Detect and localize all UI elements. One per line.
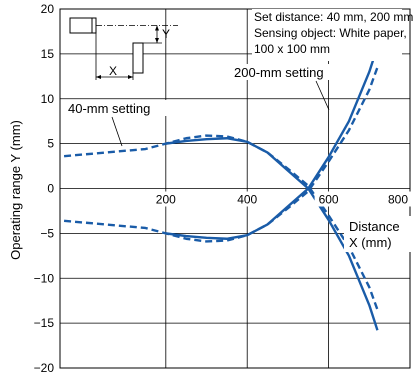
y-tick-label: 15 <box>41 47 55 61</box>
label-200-background <box>232 64 344 80</box>
y-tick-label: 5 <box>47 137 54 151</box>
sensor-diagram: X Y <box>69 17 178 80</box>
conditions-line-3: 100 x 100 mm <box>254 42 330 56</box>
series-line-200mm-upper <box>165 137 379 331</box>
sensing-object-icon <box>132 42 144 74</box>
conditions-background <box>252 9 402 61</box>
x-tick-background <box>151 191 180 207</box>
x-tick-background <box>314 191 343 207</box>
y-tick-label: 10 <box>41 92 55 106</box>
x-tick-label: 400 <box>237 193 257 207</box>
x-tick-background <box>384 191 412 207</box>
series-line-200mm-lower <box>165 46 379 240</box>
series-label-200mm: 200-mm setting <box>234 65 324 80</box>
conditions-line-2: Sensing object: White paper, <box>254 26 407 40</box>
series-layer <box>63 46 379 331</box>
x-tick-background <box>233 191 262 207</box>
tick-labels: 20 15 10 5 0 −5 −10 −15 −20 200 400 600 800 <box>34 2 412 372</box>
diagram-x-label: X <box>109 64 117 78</box>
xlabel-background <box>344 216 412 252</box>
y-tick-label: 0 <box>47 182 54 196</box>
x-arrow-left-icon <box>96 75 101 79</box>
x-axis-title-line-2: X (mm) <box>349 235 392 250</box>
x-tick-label: 200 <box>156 193 176 207</box>
grid <box>59 8 411 369</box>
y-tick-label: 20 <box>41 2 55 16</box>
y-axis-title: Operating range Y (mm) <box>8 120 23 260</box>
x-tick-label: 800 <box>388 193 408 207</box>
label-40-background <box>66 100 170 116</box>
leader-40mm <box>111 116 123 147</box>
y-tick-label: −10 <box>34 271 55 285</box>
x-axis-title-line-1: Distance <box>349 219 400 234</box>
conditions-line-1: Set distance: 40 mm, 200 mm <box>254 10 413 24</box>
y-tick-label: −5 <box>40 226 54 240</box>
y-tick-label: −20 <box>34 361 55 372</box>
y-arrow-down-icon <box>155 38 159 43</box>
y-arrow-up-icon <box>155 25 159 31</box>
series-line-40mm-upper <box>63 134 379 311</box>
y-tick-label: −15 <box>34 316 55 330</box>
x-arrow-right-icon <box>128 75 133 79</box>
diagram-y-label: Y <box>162 27 170 41</box>
leader-200mm <box>315 80 330 111</box>
series-label-40mm: 40-mm setting <box>68 101 150 116</box>
series-line-40mm-lower <box>63 66 379 243</box>
x-tick-label: 600 <box>319 193 339 207</box>
